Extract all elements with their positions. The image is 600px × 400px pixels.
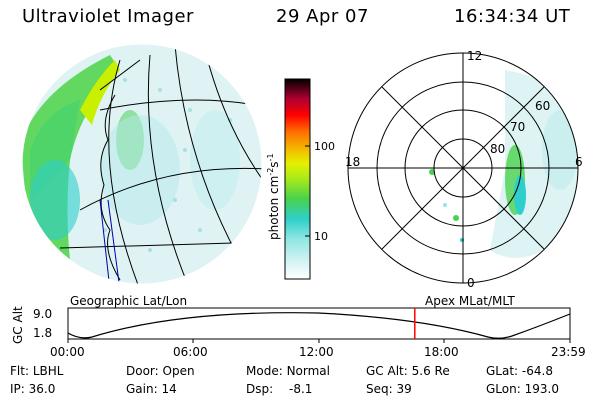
glat-label: GLat: (486, 364, 519, 378)
observation-time: 16:34:34 UT (454, 6, 571, 27)
colorbar-tick-label-10: 10 (314, 230, 328, 243)
glon-value: 193.0 (524, 382, 559, 396)
mode-value: Normal (286, 364, 330, 378)
door-info: Door: Open (126, 364, 195, 378)
gc-alt-label: GC Alt: (366, 364, 408, 378)
mode-label: Mode: (246, 364, 283, 378)
orbit-xtick-label-1200: 12:00 (299, 345, 334, 359)
filter-label: Flt: (10, 364, 29, 378)
glat-info: GLat: -64.8 (486, 364, 553, 378)
colorbar: 100 10 photon cm-2s-1 (266, 78, 335, 280)
gain-info: Gain: 14 (126, 382, 177, 396)
gc-alt-info: GC Alt: 5.6 Re (366, 364, 450, 378)
instrument-title: Ultraviolet Imager (22, 6, 194, 27)
filter-value: LBHL (32, 364, 64, 378)
seq-label: Seq: (366, 382, 393, 396)
mlat-label-60: 60 (535, 99, 550, 113)
dsp-info: Dsp: -8.1 (246, 382, 312, 396)
observation-date: 29 Apr 07 (276, 6, 369, 27)
seq-value: 39 (396, 382, 412, 396)
seq-info: Seq: 39 (366, 382, 412, 396)
orbit-xtick-label-0600: 06:00 (173, 345, 208, 359)
gain-value: 14 (161, 382, 177, 396)
dsp-label: Dsp: (246, 382, 274, 396)
mlt-label-6: 6 (575, 155, 583, 169)
mlt-line-diag-2 (381, 86, 545, 250)
filter-info: Flt: LBHL (10, 364, 63, 378)
ip-label: IP: (10, 382, 25, 396)
gc-alt-value: 5.6 Re (411, 364, 450, 378)
mlt-label-0: 0 (467, 276, 475, 290)
ip-value: 36.0 (28, 382, 56, 396)
orbit-ytick-label-bottom: 1.8 (33, 326, 52, 340)
door-value: Open (162, 364, 195, 378)
dsp-value: -8.1 (288, 382, 313, 396)
colorbar-tick-label-100: 100 (314, 140, 335, 153)
geographic-caption: Geographic Lat/Lon (70, 294, 187, 308)
gain-label: Gain: (126, 382, 158, 396)
mlt-label-18: 18 (345, 155, 360, 169)
glon-label: GLon: (486, 382, 521, 396)
polar-mlat-mlt-plot: 12 18 6 0 60 70 80 (345, 49, 583, 290)
mlt-label-12: 12 (467, 49, 482, 63)
colorbar-unit-label: photon cm-2s-1 (266, 153, 281, 240)
orbit-altitude-plot: GC Alt 9.0 1.8 00:00 06:00 12:00 18:00 2… (11, 306, 586, 359)
orbit-ylabel: GC Alt (11, 306, 25, 344)
orbit-altitude-curve (67, 312, 571, 339)
mode-info: Mode: Normal (246, 364, 330, 378)
orbit-xtick-label-2359: 23:59 (551, 345, 586, 359)
colorbar-gradient (284, 78, 311, 280)
mlat-label-70: 70 (510, 120, 525, 134)
geographic-image (21, 43, 263, 285)
orbit-xtick-label-1800: 18:00 (424, 345, 459, 359)
ip-info: IP: 36.0 (10, 382, 55, 396)
mlat-label-80: 80 (490, 142, 505, 156)
apex-caption: Apex MLat/MLT (425, 294, 515, 308)
orbit-xtick-label-0000: 00:00 (50, 345, 85, 359)
glat-value: -64.8 (521, 364, 553, 378)
orbit-ytick-label-top: 9.0 (33, 307, 52, 321)
glon-info: GLon: 193.0 (486, 382, 559, 396)
door-label: Door: (126, 364, 159, 378)
